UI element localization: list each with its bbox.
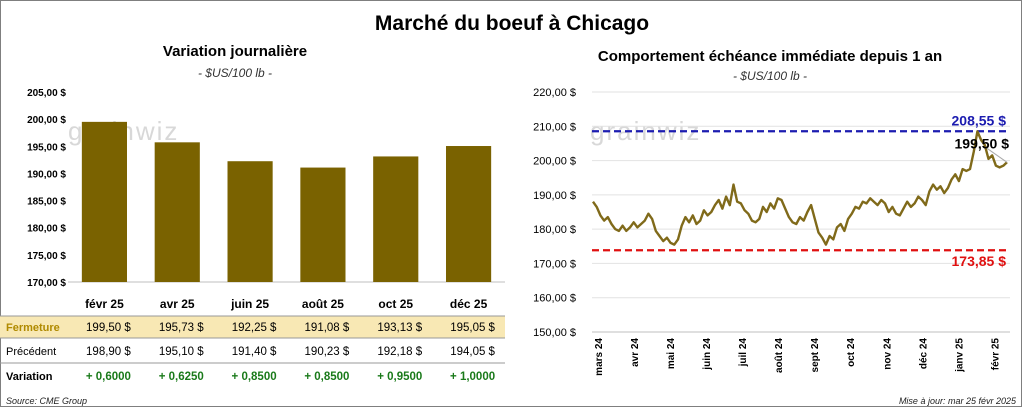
- table-cell: 194,05 $: [450, 346, 495, 358]
- low-label: 173,85 $: [952, 253, 1007, 269]
- bar-chart-unit: - $US/100 lb -: [197, 66, 273, 80]
- y-tick-label: 195,00 $: [27, 142, 66, 153]
- table-cell: 198,90 $: [86, 346, 131, 358]
- y-tick-label: 150,00 $: [533, 327, 576, 339]
- x-tick-label: avr 24: [630, 338, 641, 367]
- table-cell: + 1,0000: [450, 371, 495, 383]
- table-cell: + 0,6250: [159, 371, 204, 383]
- table-cell: 191,08 $: [305, 322, 350, 334]
- y-tick-label: 205,00 $: [27, 88, 66, 99]
- bar: [154, 142, 200, 282]
- x-tick-label: août 25: [302, 297, 344, 311]
- table-cell: + 0,8500: [304, 371, 349, 383]
- x-tick-label: févr 25: [85, 297, 124, 311]
- price-line: [592, 130, 1008, 246]
- last-leader: [986, 147, 1008, 163]
- table-cell: 192,18 $: [377, 346, 422, 358]
- update-note: Mise à jour: mar 25 févr 2025: [898, 396, 1016, 406]
- table-cell: + 0,6000: [86, 371, 131, 383]
- source-note: Source: CME Group: [6, 396, 88, 406]
- y-tick-label: 160,00 $: [533, 293, 576, 305]
- x-tick-label: juin 25: [230, 297, 269, 311]
- y-tick-label: 200,00 $: [27, 115, 66, 126]
- x-tick-label: mai 24: [666, 338, 677, 370]
- bar-chart-title: Variation journalière: [162, 43, 308, 60]
- table-cell: 195,05 $: [450, 322, 495, 334]
- bar: [227, 161, 273, 282]
- table-cell: 191,40 $: [232, 346, 277, 358]
- x-tick-label: août 24: [774, 338, 785, 373]
- bar: [300, 167, 346, 282]
- bar: [81, 121, 127, 282]
- x-tick-label: nov 24: [882, 338, 893, 370]
- line-chart-unit: - $US/100 lb -: [732, 69, 808, 83]
- y-tick-label: 210,00 $: [533, 121, 576, 133]
- fermeture-row-bg: [0, 316, 505, 338]
- y-tick-label: 175,00 $: [27, 251, 66, 262]
- bar: [373, 156, 419, 282]
- x-tick-label: déc 25: [450, 297, 488, 311]
- table-cell: 195,73 $: [159, 322, 204, 334]
- x-tick-label: juin 24: [702, 338, 713, 371]
- x-tick-label: janv 25: [954, 338, 965, 373]
- table-cell: 190,23 $: [305, 346, 350, 358]
- x-tick-label: oct 25: [378, 297, 413, 311]
- high-label: 208,55 $: [952, 112, 1007, 128]
- y-tick-label: 185,00 $: [27, 197, 66, 208]
- table-cell: + 0,8500: [232, 371, 277, 383]
- table-cell: 199,50 $: [86, 322, 131, 334]
- y-tick-label: 200,00 $: [533, 156, 576, 168]
- table-row-label: Fermeture: [6, 322, 60, 334]
- y-tick-label: 170,00 $: [27, 278, 66, 289]
- bar: [446, 146, 492, 282]
- y-tick-label: 180,00 $: [27, 224, 66, 235]
- table-cell: 195,10 $: [159, 346, 204, 358]
- y-tick-label: 180,00 $: [533, 224, 576, 236]
- x-tick-label: juil 24: [738, 338, 749, 368]
- x-tick-label: avr 25: [160, 297, 195, 311]
- x-tick-label: sept 24: [810, 338, 821, 373]
- y-tick-label: 170,00 $: [533, 258, 576, 270]
- table-row-label: Précédent: [6, 346, 56, 358]
- x-tick-label: févr 25: [990, 338, 1001, 371]
- y-tick-label: 190,00 $: [533, 190, 576, 202]
- line-chart-title: Comportement échéance immédiate depuis 1…: [597, 48, 943, 65]
- y-tick-label: 190,00 $: [27, 169, 66, 180]
- table-row-label: Variation: [6, 371, 53, 383]
- x-tick-label: mars 24: [594, 338, 605, 376]
- table-cell: + 0,9500: [377, 371, 422, 383]
- last-label: 199,50 $: [955, 135, 1010, 151]
- table-cell: 193,13 $: [377, 322, 422, 334]
- x-tick-label: déc 24: [918, 338, 929, 370]
- page-title: Marché du boeuf à Chicago: [374, 12, 650, 35]
- x-tick-label: oct 24: [846, 338, 857, 367]
- y-tick-label: 220,00 $: [533, 87, 576, 99]
- bar-chart: grainwiz170,00 $175,00 $180,00 $185,00 $…: [0, 88, 505, 383]
- table-cell: 192,25 $: [232, 322, 277, 334]
